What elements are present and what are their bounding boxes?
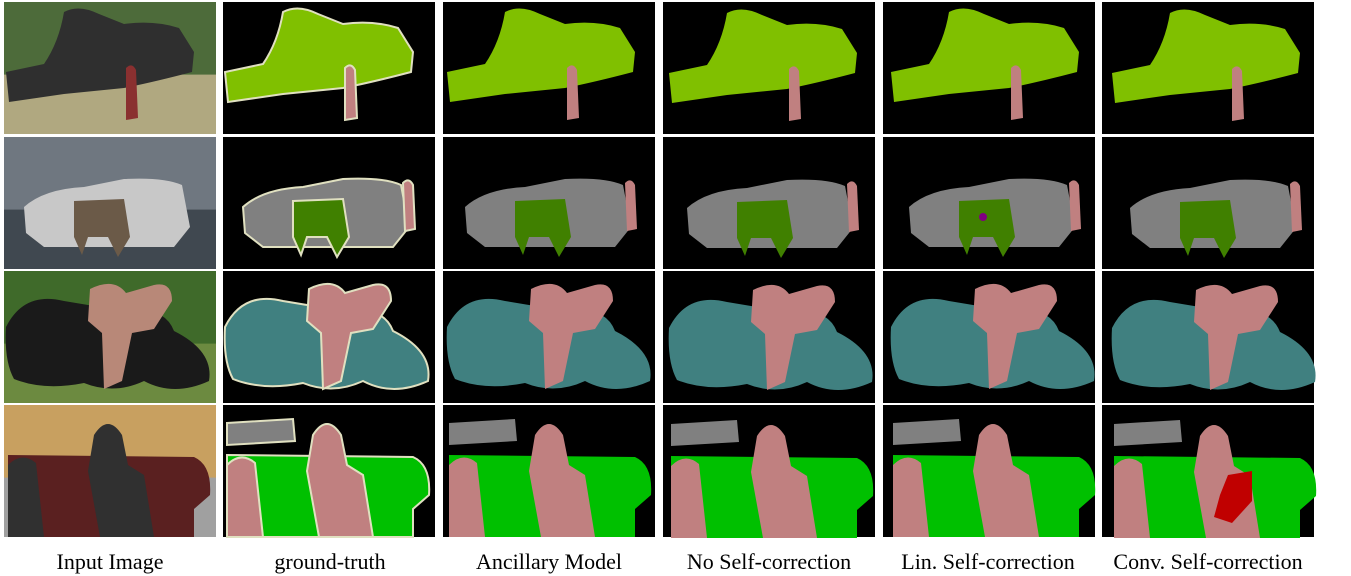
mask-region-person — [1194, 284, 1278, 390]
mask-region-train — [669, 9, 857, 104]
mask-region-car — [226, 417, 297, 447]
segmentation-grid — [4, 2, 1317, 538]
panel-motorbike-scene-ancillary-model — [443, 271, 655, 403]
panel-sofa-scene-conv-self-correction — [1102, 405, 1317, 538]
mask-region-cow — [292, 197, 351, 260]
photo-secondary-object — [8, 424, 154, 537]
mask-region-person — [1232, 66, 1244, 121]
panel-train-scene-ground-truth — [223, 2, 435, 134]
mask-region-cow — [515, 199, 571, 257]
panel-cow-car-scene-input-image — [4, 137, 216, 269]
mask-region-person — [305, 282, 393, 391]
mask-region-cow — [959, 199, 1015, 257]
panel-cow-car-scene-ancillary-model — [443, 137, 655, 269]
panel-cow-car-scene-lin-self-correction — [883, 137, 1095, 269]
column-label-ground-truth: ground-truth — [274, 549, 386, 574]
mask-region-person — [789, 66, 801, 121]
mask-region-cow — [1180, 200, 1236, 258]
photo-secondary-object — [126, 65, 138, 120]
photo-secondary-object — [88, 283, 172, 389]
mask-region-person — [567, 65, 579, 120]
panel-motorbike-scene-conv-self-correction — [1102, 271, 1316, 403]
mask-region-person — [893, 424, 1039, 537]
mask-region-car — [449, 419, 517, 445]
panel-cow-car-scene-conv-self-correction — [1102, 137, 1314, 269]
mask-region-person — [1011, 65, 1023, 120]
mask-region-train — [1112, 9, 1300, 104]
panel-motorbike-scene-ground-truth — [223, 271, 435, 403]
panel-motorbike-scene-lin-self-correction — [883, 271, 1095, 403]
panel-motorbike-scene-no-self-correction — [663, 271, 875, 403]
mask-region-person — [751, 284, 835, 390]
mask-region-train — [447, 8, 635, 103]
mask-region-person — [449, 424, 595, 537]
mask-region-car — [1114, 420, 1182, 446]
panel-train-scene-input-image — [4, 2, 216, 134]
mask-region-person — [625, 180, 637, 231]
panel-sofa-scene-lin-self-correction — [883, 405, 1096, 537]
mask-region-person — [226, 423, 375, 538]
column-label-ancillary-model: Ancillary Model — [475, 549, 623, 574]
panel-train-scene-conv-self-correction — [1102, 2, 1314, 134]
mask-region-train — [223, 7, 415, 104]
photo-main-object — [6, 8, 194, 103]
panel-sofa-scene-ground-truth — [223, 405, 435, 538]
mask-region-person — [401, 179, 417, 233]
mask-region-person — [847, 181, 859, 232]
mask-region-person — [671, 425, 817, 538]
mask-region-person — [344, 64, 359, 122]
photo-secondary-object — [74, 199, 130, 257]
panel-train-scene-no-self-correction — [663, 2, 875, 134]
panel-train-scene-lin-self-correction — [883, 2, 1095, 134]
panel-train-scene-ancillary-model — [443, 2, 655, 134]
mask-region-person — [973, 283, 1057, 389]
mask-region-dog — [979, 213, 987, 221]
column-label-conv-self-correction: Conv. Self-correction — [1113, 549, 1303, 574]
mask-region-chair — [1214, 471, 1252, 523]
mask-region-car — [893, 419, 961, 445]
panel-sofa-scene-ancillary-model — [443, 405, 655, 537]
panel-sofa-scene-input-image — [4, 405, 216, 537]
mask-region-person — [529, 283, 613, 389]
column-label-lin-self-correction: Lin. Self-correction — [901, 549, 1075, 574]
mask-region-person — [1290, 181, 1302, 232]
mask-region-car — [671, 420, 739, 446]
column-label-input-image: Input Image — [56, 549, 164, 574]
panel-cow-car-scene-ground-truth — [223, 137, 435, 269]
mask-region-train — [891, 8, 1079, 103]
panel-sofa-scene-no-self-correction — [663, 405, 875, 538]
column-label-no-self-correction: No Self-correction — [686, 549, 852, 574]
panel-motorbike-scene-input-image — [4, 271, 216, 403]
panel-cow-car-scene-no-self-correction — [663, 137, 875, 269]
mask-region-cow — [737, 200, 793, 258]
mask-region-person — [1069, 180, 1081, 231]
